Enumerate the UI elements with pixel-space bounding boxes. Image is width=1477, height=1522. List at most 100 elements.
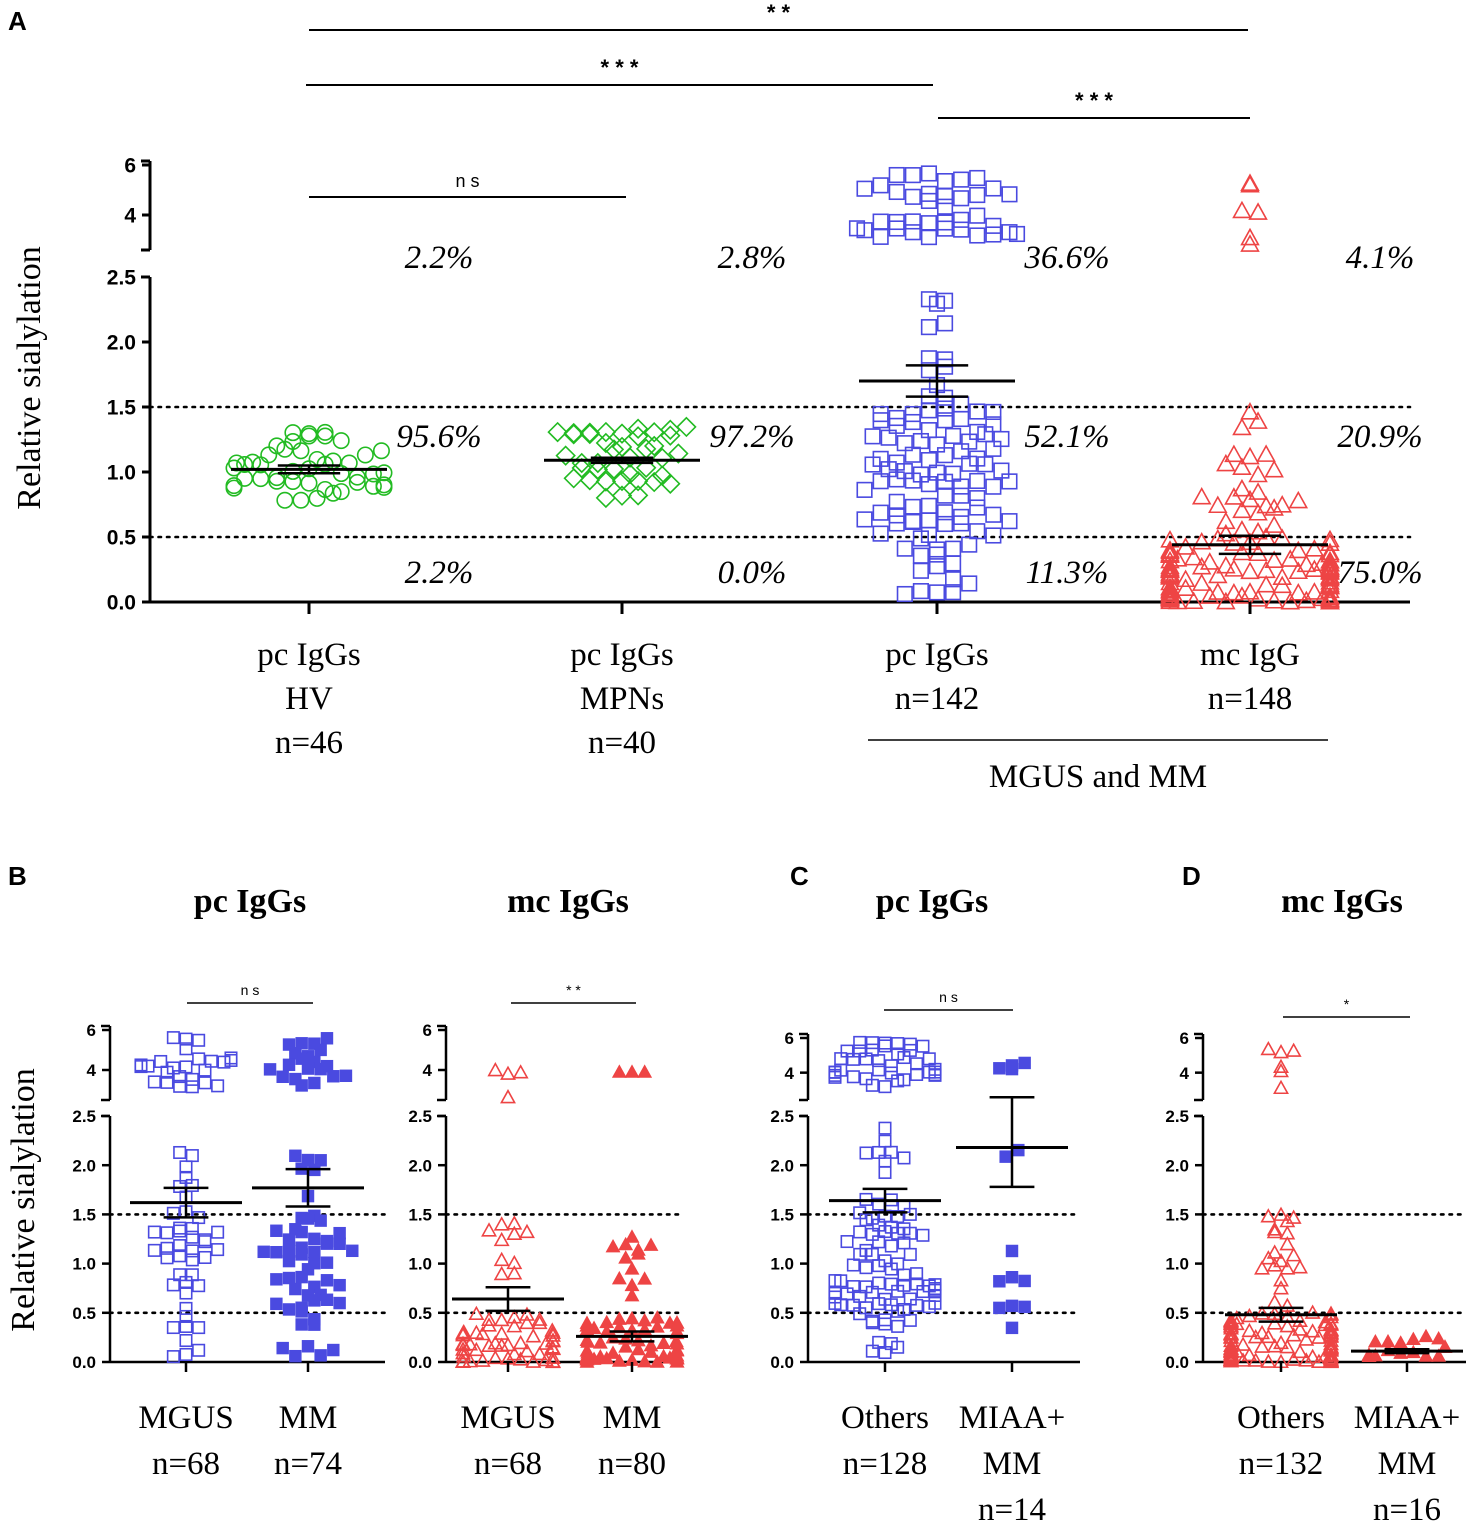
data-point [961, 536, 978, 553]
panel-letter: B [8, 861, 27, 891]
data-point [669, 1318, 685, 1332]
data-point [936, 447, 954, 464]
data-point [878, 1039, 892, 1053]
data-point [856, 180, 873, 197]
data-point [878, 1345, 892, 1360]
data-point [1241, 1322, 1258, 1338]
data-point [1005, 1321, 1019, 1335]
group-1 [544, 416, 700, 509]
data-point [903, 1313, 917, 1327]
percent-high: 2.2% [405, 240, 474, 276]
data-point [953, 410, 970, 428]
data-point [936, 412, 954, 429]
data-point [891, 1074, 905, 1088]
data-point [314, 1154, 327, 1167]
data-point [525, 1353, 542, 1368]
data-point [969, 472, 986, 490]
percent-mid: 97.2% [709, 419, 794, 455]
data-point [891, 1037, 905, 1051]
data-point [592, 1335, 608, 1349]
y-tick-label: 2.0 [107, 332, 136, 355]
data-point [364, 465, 382, 483]
data-point [333, 1226, 346, 1240]
data-point [953, 515, 970, 532]
data-point [912, 562, 929, 579]
data-point [462, 1336, 479, 1351]
data-point [333, 1296, 346, 1310]
data-point [1240, 174, 1260, 193]
data-point [985, 506, 1002, 523]
data-point [487, 1062, 504, 1077]
data-point [1279, 1260, 1296, 1275]
data-point [1224, 533, 1244, 551]
data-point [295, 1079, 308, 1092]
data-point [897, 1151, 911, 1165]
data-point [179, 1160, 193, 1174]
y-tick-label: 6 [124, 155, 136, 178]
data-point [891, 1340, 905, 1354]
data-point [1216, 453, 1236, 472]
data-point [904, 446, 921, 463]
data-point [872, 177, 889, 194]
data-point [506, 1265, 523, 1280]
data-point [289, 1149, 302, 1163]
data-point [985, 478, 1002, 495]
data-point [1256, 495, 1276, 514]
data-point [888, 493, 905, 510]
data-point [1272, 495, 1292, 513]
group-0 [828, 1035, 942, 1360]
data-point [1266, 1221, 1283, 1236]
data-point [916, 1039, 930, 1053]
data-point [595, 471, 617, 492]
data-point [904, 167, 921, 184]
data-point [308, 1280, 321, 1294]
data-point [878, 1121, 892, 1135]
significance-label: n s [939, 989, 958, 1005]
data-point [656, 1335, 672, 1349]
data-point [936, 400, 954, 417]
data-point [1008, 225, 1026, 243]
data-point [141, 1059, 155, 1073]
data-point [884, 1262, 898, 1276]
data-point [1232, 457, 1252, 476]
data-point [864, 428, 881, 445]
data-point [945, 427, 962, 445]
data-point [586, 1320, 602, 1334]
data-point [1248, 411, 1268, 429]
data-point [487, 1349, 504, 1365]
data-point [173, 1221, 187, 1235]
data-point [500, 1089, 516, 1104]
data-point [872, 1054, 886, 1068]
data-point [928, 1282, 942, 1296]
significance-label: * * * [1075, 88, 1113, 113]
data-point [289, 1282, 302, 1296]
data-point [211, 1225, 225, 1239]
panel-letter: C [790, 861, 809, 891]
data-point [537, 1335, 554, 1350]
data-point [1216, 523, 1236, 542]
data-point [872, 504, 889, 521]
data-point [945, 540, 962, 557]
data-point [1292, 1259, 1308, 1274]
x-tick-label: n=46 [275, 725, 343, 761]
data-point [166, 1206, 180, 1220]
y-tick-label: 0.5 [770, 1304, 794, 1323]
data-point [282, 1271, 296, 1285]
data-point [993, 1062, 1006, 1075]
data-point [301, 1153, 315, 1167]
data-point [1228, 1315, 1245, 1331]
data-point [1199, 552, 1220, 570]
x-tick-label: n=128 [843, 1446, 928, 1482]
data-point [1296, 590, 1317, 609]
x-tick-label: pc IgGs [257, 637, 361, 673]
data-point [1160, 584, 1180, 603]
data-point [224, 1051, 238, 1065]
data-point [1223, 1353, 1239, 1368]
data-point [1280, 549, 1301, 567]
data-point [320, 1293, 334, 1306]
data-point [1191, 486, 1212, 505]
data-point [512, 1064, 529, 1079]
data-point [260, 446, 278, 464]
data-point [618, 1250, 634, 1264]
group-1 [576, 1064, 688, 1368]
